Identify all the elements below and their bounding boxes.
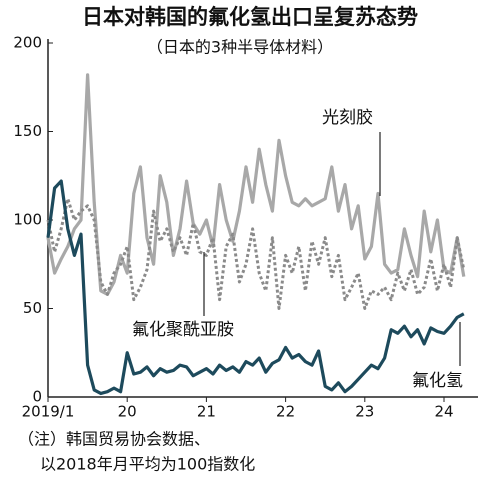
- x-tick-label: 20: [118, 403, 137, 421]
- series-label: 氟化聚酰亚胺: [132, 320, 234, 340]
- note: （注）韩国贸易协会数据、: [18, 430, 210, 449]
- series-line: [46, 179, 465, 396]
- series-line: [46, 73, 466, 296]
- x-tick-label: 22: [276, 403, 295, 421]
- series-line: [46, 197, 466, 310]
- series-label: 光刻胶: [322, 108, 373, 128]
- chart-title: 日本对韩国的氟化氢出口呈复苏态势: [82, 5, 418, 29]
- y-tick-label: 200: [13, 34, 42, 52]
- y-tick-label: 150: [13, 122, 42, 140]
- x-tick-label: 24: [434, 403, 453, 421]
- y-tick-label: 50: [23, 299, 42, 317]
- y-tick-label: 100: [13, 211, 42, 229]
- series-label: 氟化氢: [412, 371, 463, 391]
- x-tick-label: 23: [355, 403, 374, 421]
- x-tick-label: 2019/1: [22, 403, 75, 421]
- chart-subtitle: （日本的3种半导体材料）: [147, 38, 333, 57]
- y-tick-label: 0: [32, 388, 42, 406]
- x-tick-label: 21: [197, 403, 216, 421]
- note: 以2018年月平均为100指数化: [40, 455, 255, 474]
